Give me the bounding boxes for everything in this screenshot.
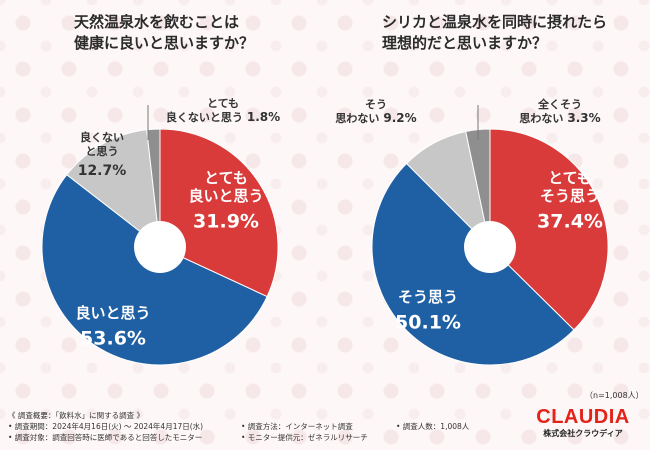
chart-1-title-line-2: 健康に良いと思いますか？ — [74, 34, 255, 52]
survey-count: • 調査人数：1,008人 — [396, 422, 470, 431]
chart-2-center-hole — [464, 221, 516, 273]
logo-brand: CLAUDIA — [536, 406, 630, 428]
chart-2-label-3-line-1: そう — [365, 98, 387, 111]
chart-1-label-1-line-1: とても — [204, 169, 248, 187]
chart-1-label-3-line-2: と思う — [86, 145, 119, 158]
chart-1-label-1-line-2: 良いと思う — [188, 187, 263, 205]
chart-2-title-line-2: 理想的だと思いますか？ — [382, 34, 548, 52]
chart-1-label-4-line-1: とても — [207, 97, 239, 110]
survey-period: • 調査期間：2024年4月16日(火) ～ 2024年4月17日(水) — [8, 422, 204, 431]
survey-target: • 調査対象：調査回答時に医師であると回答したモニター — [8, 433, 203, 442]
chart-2-slice-1 — [489, 128, 609, 331]
survey-footer: 《 調査概要：「飲料水」に関する調査 》 • 調査期間：2024年4月16日(火… — [8, 410, 469, 443]
sample-size-note: （n=1,008人） — [585, 391, 644, 400]
chart-2-label-1-line-2: そう思う — [540, 187, 600, 205]
chart-1-slice-4 — [146, 128, 161, 248]
chart-2-title-line-1: シリカと温泉水を同時に摂れたら — [382, 13, 608, 31]
chart-1-label-2: 良いと思う 53.6% — [75, 304, 150, 350]
chart-2-title: シリカと温泉水を同時に摂れたら 理想的だと思いますか？ — [370, 12, 642, 54]
chart-1-slice-1 — [159, 128, 279, 298]
chart-1-title: 天然温泉水を飲むことは 健康に良いと思いますか？ — [62, 12, 299, 54]
chart-2-value-2: 50.1% — [395, 312, 461, 334]
chart-2-label-2-line-1: そう思う — [398, 288, 458, 306]
chart-1-center-hole — [134, 221, 186, 273]
chart-2-value-3: 9.2% — [383, 111, 416, 125]
chart-2-label-2: そう思う 50.1% — [395, 288, 461, 334]
chart-2-label-4-line-1: 全くそう — [537, 97, 582, 111]
chart-2-value-4: 3.3% — [567, 111, 600, 125]
chart-2-value-1: 37.4% — [537, 211, 603, 233]
chart-1-label-4-line-2: 良くないと思う 1.8% — [166, 110, 280, 124]
survey-heading: 《 調査概要：「飲料水」に関する調査 》 — [8, 411, 145, 420]
chart-2-label-4-line-2: 思わない 3.3% — [519, 111, 600, 125]
survey-method: • 調査方法：インターネット調査 — [241, 422, 353, 431]
chart-2-label-1-line-1: とても — [548, 169, 592, 187]
chart-1-slice-3 — [66, 129, 161, 249]
chart-1-title-line-1: 天然温泉水を飲むことは — [74, 13, 240, 31]
logo-company: 株式会社クラウディア — [543, 429, 623, 438]
claudia-logo: CLAUDIA 株式会社クラウディア — [528, 406, 638, 439]
chart-1-label-3-line-1: 良くない — [80, 130, 124, 144]
chart-1-label-2-line-1: 良いと思う — [75, 304, 150, 322]
chart-2-label-3-line-2: 思わない 9.2% — [335, 111, 416, 125]
chart-1-value-4: 1.8% — [247, 110, 280, 124]
survey-provider: • モニター提供元：ゼネラルリサーチ — [241, 433, 368, 442]
chart-1-value-3: 12.7% — [78, 163, 127, 179]
chart-1-value-2: 53.6% — [80, 328, 146, 350]
chart-1-value-1: 31.9% — [193, 211, 259, 233]
chart-1-label-3: 良くないと思う 12.7% — [78, 130, 127, 179]
